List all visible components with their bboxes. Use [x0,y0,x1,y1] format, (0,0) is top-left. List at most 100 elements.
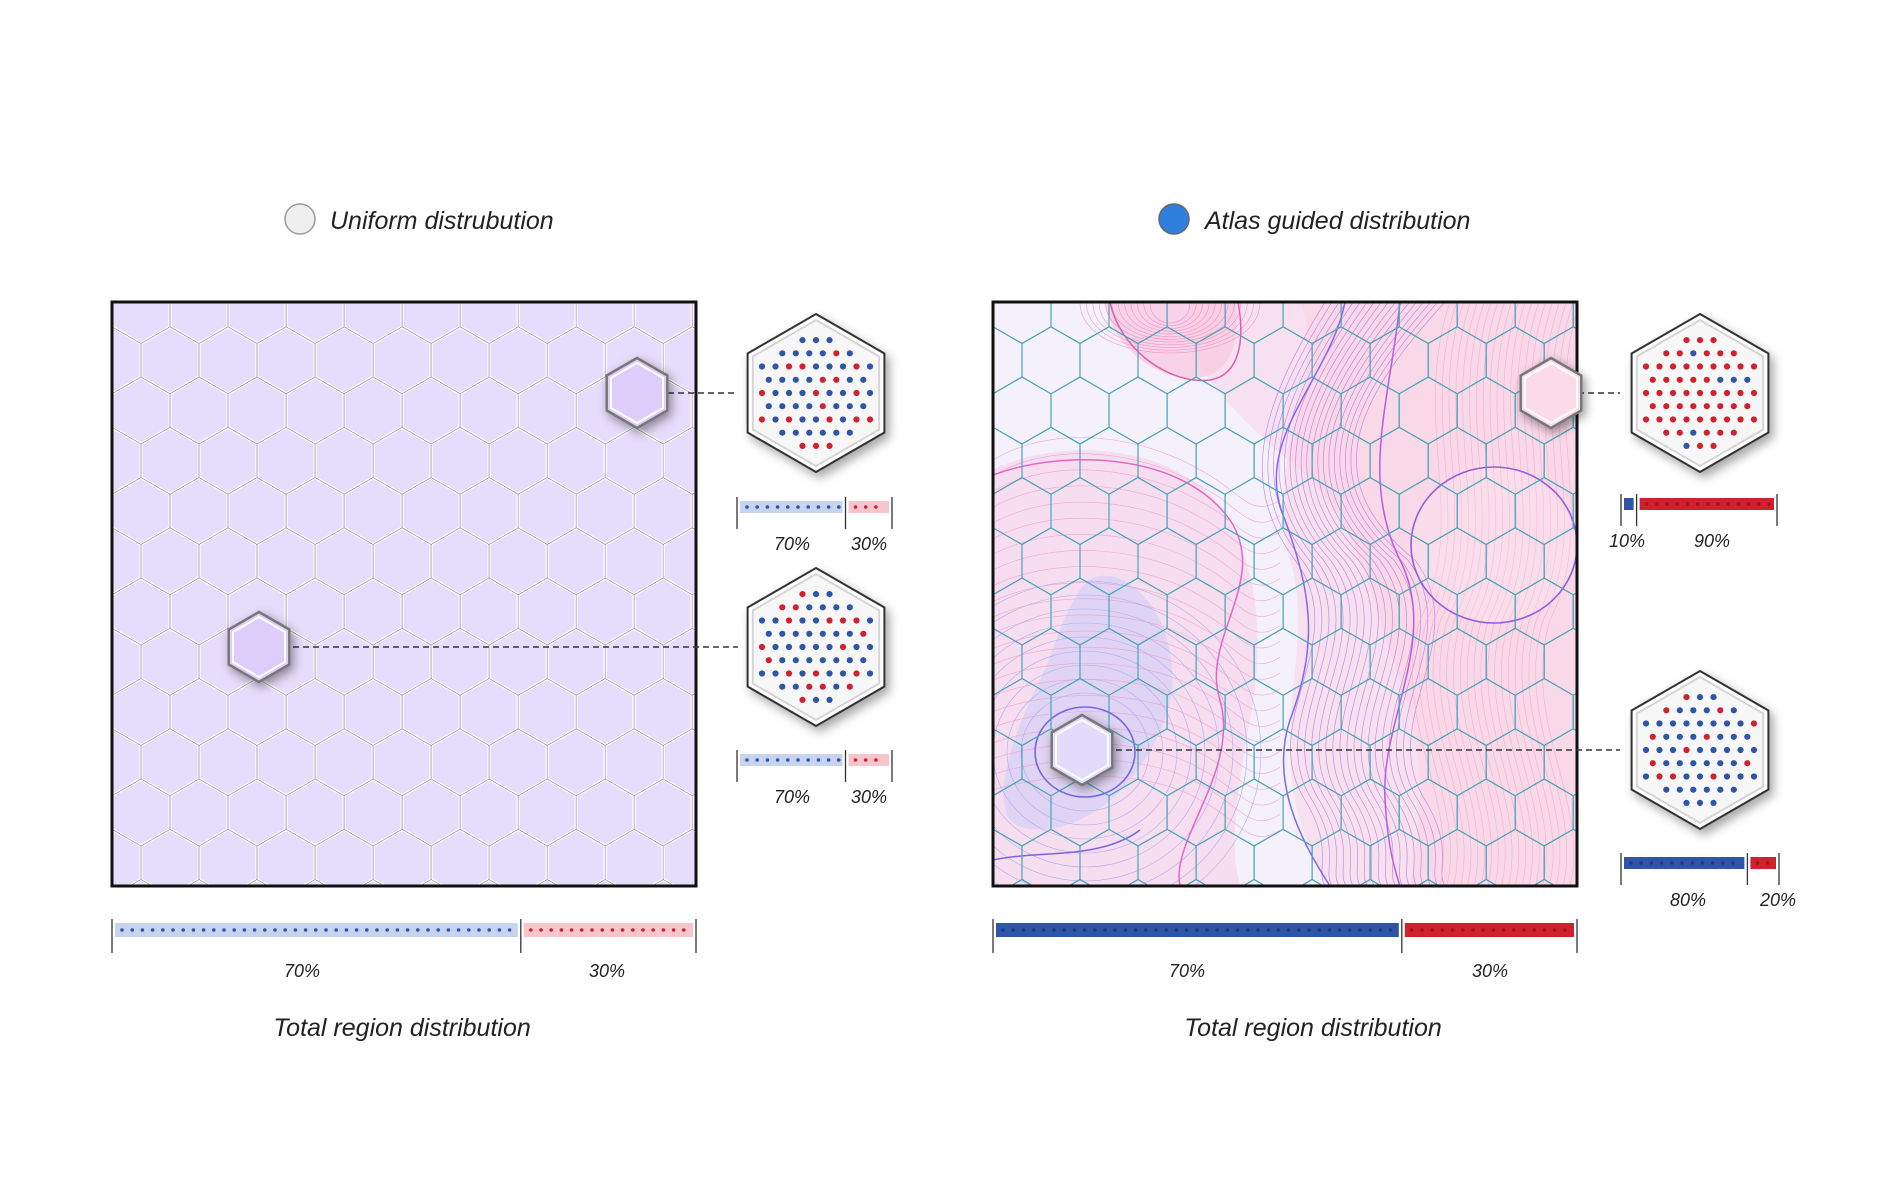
isoline-left [993,518,1281,586]
atlas-hex-cell [1718,930,1776,997]
blue-sample-dot [806,350,813,357]
red-sample-dot [758,643,766,651]
uniform-hex-cell [750,880,808,947]
uniform-outline-hex-cell [489,930,547,997]
blue-sample-dot [772,416,779,423]
uniform-hex-cell [605,226,663,293]
red-sample-dot [1710,416,1717,423]
isoline-right [1480,302,1519,886]
uniform-outline-hex-cell [112,302,113,328]
blue-sample-dot [779,683,786,690]
uniform-selected-cell-top[interactable] [605,356,669,430]
isoline-top [1111,302,1229,340]
blue-sample-dot [1696,720,1704,727]
red-sample-dot [819,376,826,383]
uniform-hex-cell [112,392,114,430]
red-sample-dot [853,617,860,624]
isoline-left [993,630,1281,696]
isoline-blue-core [993,650,1192,854]
blue-sample-dot [758,363,766,370]
atlas-hex-cell [964,226,1022,293]
uniform-outline-hex-cell [605,226,663,293]
atlas-hex-cell [1080,930,1138,997]
atlas-hex-cell [993,795,994,830]
red-sample-dot [1703,376,1710,383]
uniform-hex-cell [242,877,272,886]
red-sample-dot [1744,403,1751,410]
blue-sample-dot [792,350,799,357]
blue-sample-dot [1676,707,1683,714]
atlas-hex-cell [1022,930,1080,997]
option-atlas-guided[interactable]: Atlas guided distribution [1158,203,1470,235]
inset-R2-red-label: 20% [1759,890,1796,910]
red-sample-dot [1703,350,1710,357]
density-region [1105,302,1237,379]
red-sample-dot [799,591,806,598]
option-uniform[interactable]: Uniform distrubution [284,203,554,235]
blue-sample-dot [1642,720,1650,727]
red-sample-dot [1744,760,1751,767]
blue-sample-dot [1710,799,1717,807]
blue-sample-dot [785,389,793,397]
red-sample-dot [1710,442,1717,449]
isoline-right [1487,302,1526,886]
isoline-left [993,759,1281,822]
red-sample-dot [1683,363,1690,370]
red-sample-dot [1696,389,1704,397]
red-sample-dot [1710,337,1717,344]
atlas-hex-cell [1125,878,1151,886]
blue-sample-dot [833,604,840,611]
blue-sample-dot [1656,746,1663,754]
red-sample-dot [853,389,860,397]
atlas-hex-cell [1254,226,1312,293]
uniform-outline-hex-cell [373,930,431,997]
isoline-right [1412,302,1451,886]
red-sample-dot [1656,416,1663,423]
blue-sample-dot [839,670,847,677]
red-sample-dot [819,403,826,410]
atlas-hex-cell [1543,828,1577,886]
atlas-hex-cell [993,393,994,428]
blue-sample-dot [839,363,847,370]
red-sample-dot [1683,746,1690,754]
red-sample-dot [1717,429,1724,436]
uniform-hex-cell [199,930,257,997]
uniform-selected-cell-bottom[interactable] [227,610,291,684]
blue-sample-dot [1690,429,1697,436]
blue-sample-dot [806,657,813,664]
atlas-selected-cell-top[interactable] [1519,356,1583,430]
uniform-outline-hex-cell [691,793,696,832]
blue-sample-dot [826,389,833,397]
density-region [1003,575,1173,830]
uniform-hex-cell [779,226,837,293]
red-sample-dot [785,363,793,370]
atlas-selected-cell-bottom[interactable] [1050,713,1114,787]
radio-button-uniform[interactable] [284,203,316,235]
radio-button-atlas[interactable] [1158,203,1190,235]
blue-sample-dot [819,604,826,611]
uniform-hex-cell [358,877,388,886]
red-sample-dot [1669,389,1677,397]
uniform-outline-hex-cell [315,930,373,997]
isoline-river [1333,302,1418,886]
red-sample-dot [819,683,826,690]
red-sample-dot [1710,363,1717,370]
uniform-outline-hex-cell [691,592,696,631]
inset-hex-uniform-top [746,312,886,474]
blue-sample-dot [779,630,786,637]
blue-sample-dot [779,403,786,410]
caption-left: Total region distribution [273,1014,531,1042]
uniform-outline-hex-cell [489,226,547,293]
uniform-hex-cell [112,492,114,530]
red-sample-dot [1717,403,1724,410]
atlas-hex-cell [1660,930,1718,997]
blue-sample-dot [846,630,853,637]
atlas-hex-cell [1602,628,1660,695]
uniform-outline-hex-cell [837,930,895,997]
blue-sample-dot [1690,350,1697,357]
blue-sample-dot [792,429,799,436]
red-sample-dot [1656,389,1663,397]
option-label-atlas: Atlas guided distribution [1203,207,1470,235]
blue-sample-dot [1703,707,1710,714]
uniform-hex-cell [721,829,779,896]
